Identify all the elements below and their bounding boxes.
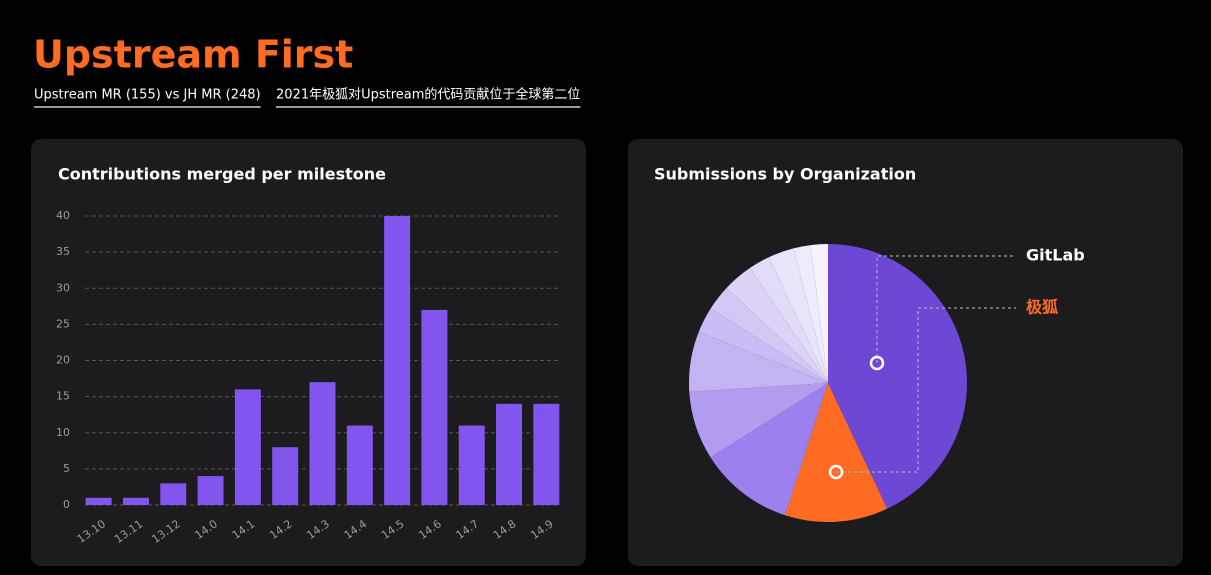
y-tick-label: 10 (56, 426, 70, 439)
pie-slice (768, 248, 828, 383)
bar (458, 425, 485, 505)
page-title: Upstream First (33, 33, 353, 77)
callout-dot (828, 464, 844, 480)
pie-slice (689, 331, 828, 392)
bar (197, 476, 224, 505)
pie-slice (749, 257, 828, 383)
link[interactable]: 2021年极狐对Upstream的代码贡献位于全球第二位 (276, 87, 580, 103)
bar (533, 403, 560, 505)
y-tick-label: 15 (56, 390, 70, 403)
y-tick-label: 20 (56, 354, 70, 367)
pie-slice (710, 287, 828, 383)
pie-slice (810, 244, 828, 383)
bar (160, 483, 187, 505)
chart-title: Submissions by Organization (654, 165, 916, 184)
legend-label: 极狐 (1026, 298, 1058, 317)
bar (85, 497, 112, 505)
pie-slice (698, 308, 828, 383)
bar (384, 216, 411, 505)
callout-line (836, 307, 1016, 473)
callout-dot (869, 355, 885, 371)
chart-title: Contributions merged per milestone (58, 165, 386, 184)
callout-line (876, 255, 1016, 363)
pie-slice (785, 383, 888, 522)
pie-slice (793, 245, 828, 383)
link[interactable]: Upstream MR (155) vs JH MR (248) (34, 88, 261, 103)
bar (346, 425, 373, 505)
y-tick-label: 5 (63, 462, 70, 475)
y-tick-label: 40 (56, 209, 70, 222)
pie-slice (689, 383, 828, 458)
bar (421, 309, 448, 505)
bar (234, 389, 261, 505)
pie-slice (828, 244, 968, 509)
legend-label: GitLab (1026, 246, 1085, 265)
y-tick-label: 30 (56, 281, 70, 294)
bar (496, 403, 523, 505)
pie-slice (710, 383, 828, 516)
bar (122, 497, 149, 505)
bar (272, 447, 299, 505)
y-tick-label: 0 (63, 498, 70, 511)
y-tick-label: 25 (56, 317, 70, 330)
y-tick-label: 35 (56, 245, 70, 258)
pie-slice (726, 268, 828, 383)
bar (309, 382, 336, 505)
